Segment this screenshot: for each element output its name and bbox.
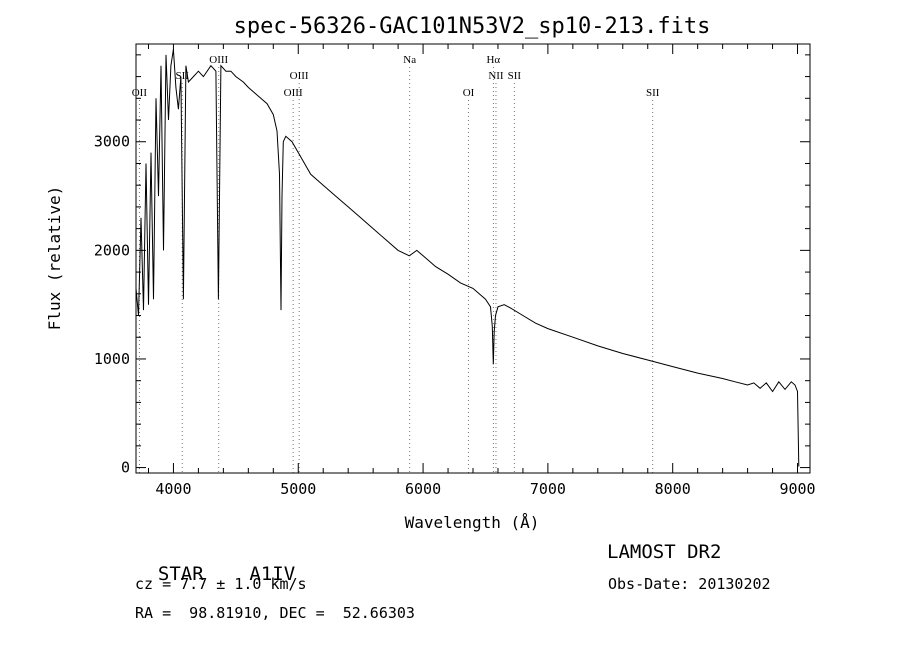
emission-line-label: OI bbox=[463, 87, 475, 99]
class-label: STAR bbox=[157, 563, 204, 585]
ra-dec-coordinates: RA = 98.81910, DEC = 52.66303 bbox=[135, 604, 415, 622]
emission-line-label: OIII bbox=[209, 54, 228, 66]
y-tick-label: 1000 bbox=[94, 350, 130, 368]
emission-line-label: NII bbox=[488, 70, 504, 82]
emission-line-label: OIII bbox=[284, 87, 303, 99]
x-tick-label: 6000 bbox=[405, 480, 441, 498]
emission-line-label: Hα bbox=[486, 54, 500, 66]
axis-ticks: 4000 5000 6000 7000 8000 9000 0 1000 2000 3000 bbox=[94, 44, 816, 498]
x-tick-label: 9000 bbox=[779, 480, 815, 498]
y-tick-label: 3000 bbox=[94, 133, 130, 151]
x-tick-label: 5000 bbox=[280, 480, 316, 498]
object-class: STAR A1IV bbox=[135, 541, 295, 585]
x-tick-label: 7000 bbox=[530, 480, 566, 498]
emission-line-label: OIII bbox=[290, 70, 309, 82]
redshift-cz: cz = 7.7 ± 1.0 km/s bbox=[135, 575, 307, 593]
chart-title: spec-56326-GAC101N53V2_sp10-213.fits bbox=[234, 14, 711, 39]
x-tick-label: 4000 bbox=[155, 480, 191, 498]
emission-line-label: SII bbox=[646, 87, 660, 99]
y-tick-label: 0 bbox=[121, 459, 130, 477]
y-tick-label: 2000 bbox=[94, 241, 130, 259]
spectrum-series-line bbox=[135, 49, 800, 467]
subclass-label: A1IV bbox=[249, 563, 296, 585]
x-axis-label: Wavelength (Å) bbox=[405, 513, 540, 532]
y-axis-label: Flux (relative) bbox=[45, 186, 64, 331]
plot-frame bbox=[135, 43, 811, 474]
emission-line-label: Na bbox=[403, 54, 416, 66]
observation-date: Obs-Date: 20130202 bbox=[608, 575, 771, 593]
x-tick-label: 8000 bbox=[655, 480, 691, 498]
emission-line-label: OII bbox=[132, 87, 148, 99]
survey-label: LAMOST DR2 bbox=[607, 541, 722, 563]
emission-line-label: SII bbox=[508, 70, 522, 82]
